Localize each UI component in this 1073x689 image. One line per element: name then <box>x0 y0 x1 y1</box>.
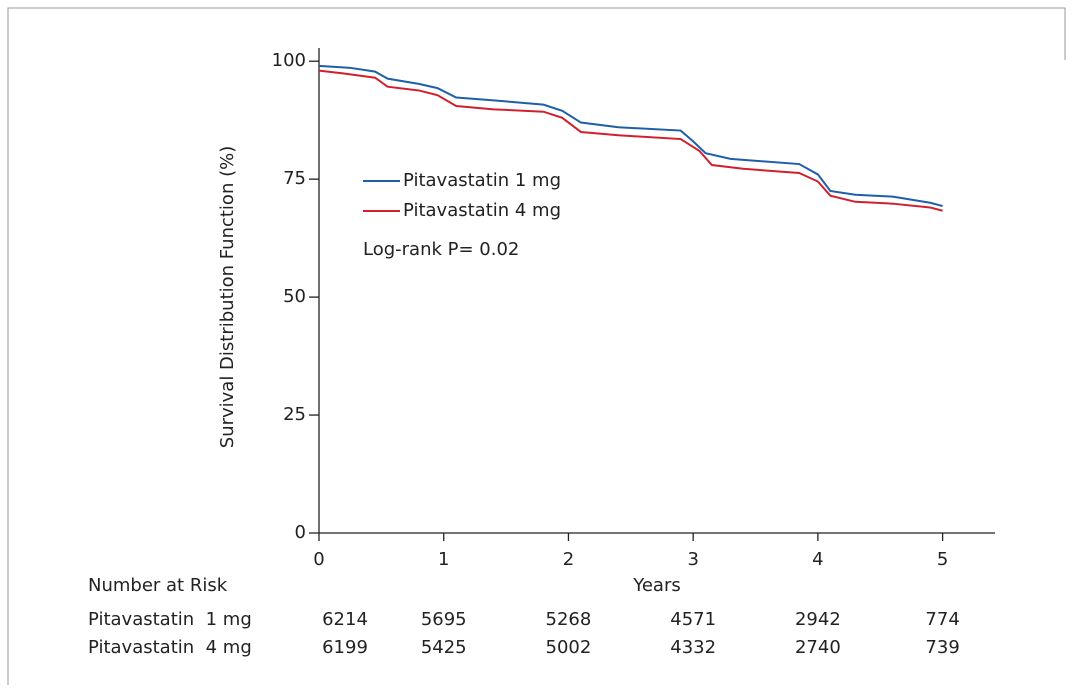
x-tick-label: 1 <box>438 549 449 570</box>
risk-row-label: Pitavastatin 4 mg <box>88 637 252 658</box>
y-tick-label: 25 <box>283 404 306 425</box>
survival-curve <box>318 64 943 208</box>
risk-value: 6199 <box>322 637 368 658</box>
risk-value: 6214 <box>322 609 368 630</box>
risk-row-label: Pitavastatin 1 mg <box>88 609 252 630</box>
y-tick-label: 75 <box>283 168 306 189</box>
risk-value: 4332 <box>670 637 716 658</box>
x-tick-label: 3 <box>687 549 698 570</box>
y-tick-label: 100 <box>272 50 306 71</box>
risk-value: 774 <box>925 609 959 630</box>
x-axis-label: Years <box>632 575 681 596</box>
risk-table-title: Number at Risk <box>88 575 228 596</box>
x-tick-label: 5 <box>937 549 948 570</box>
x-tick-label: 2 <box>563 549 574 570</box>
x-tick-label: 4 <box>812 549 823 570</box>
risk-value: 2942 <box>795 609 841 630</box>
risk-value: 5002 <box>546 637 592 658</box>
survival-curve <box>318 69 943 212</box>
y-tick-label: 50 <box>283 286 306 307</box>
legend-label: Pitavastatin 4 mg <box>403 200 561 221</box>
risk-value: 739 <box>925 637 959 658</box>
risk-value: 2740 <box>795 637 841 658</box>
x-tick-label: 0 <box>313 549 324 570</box>
risk-value: 5695 <box>421 609 467 630</box>
risk-value: 5425 <box>421 637 467 658</box>
risk-value: 5268 <box>546 609 592 630</box>
y-tick-label: 0 <box>295 522 306 543</box>
y-axis-label: Survival Distribution Function (%) <box>217 146 238 448</box>
frame <box>7 7 1066 685</box>
legend-label: Pitavastatin 1 mg <box>403 170 561 191</box>
risk-value: 4571 <box>670 609 716 630</box>
annotation: Log-rank P= 0.02 <box>363 239 519 260</box>
